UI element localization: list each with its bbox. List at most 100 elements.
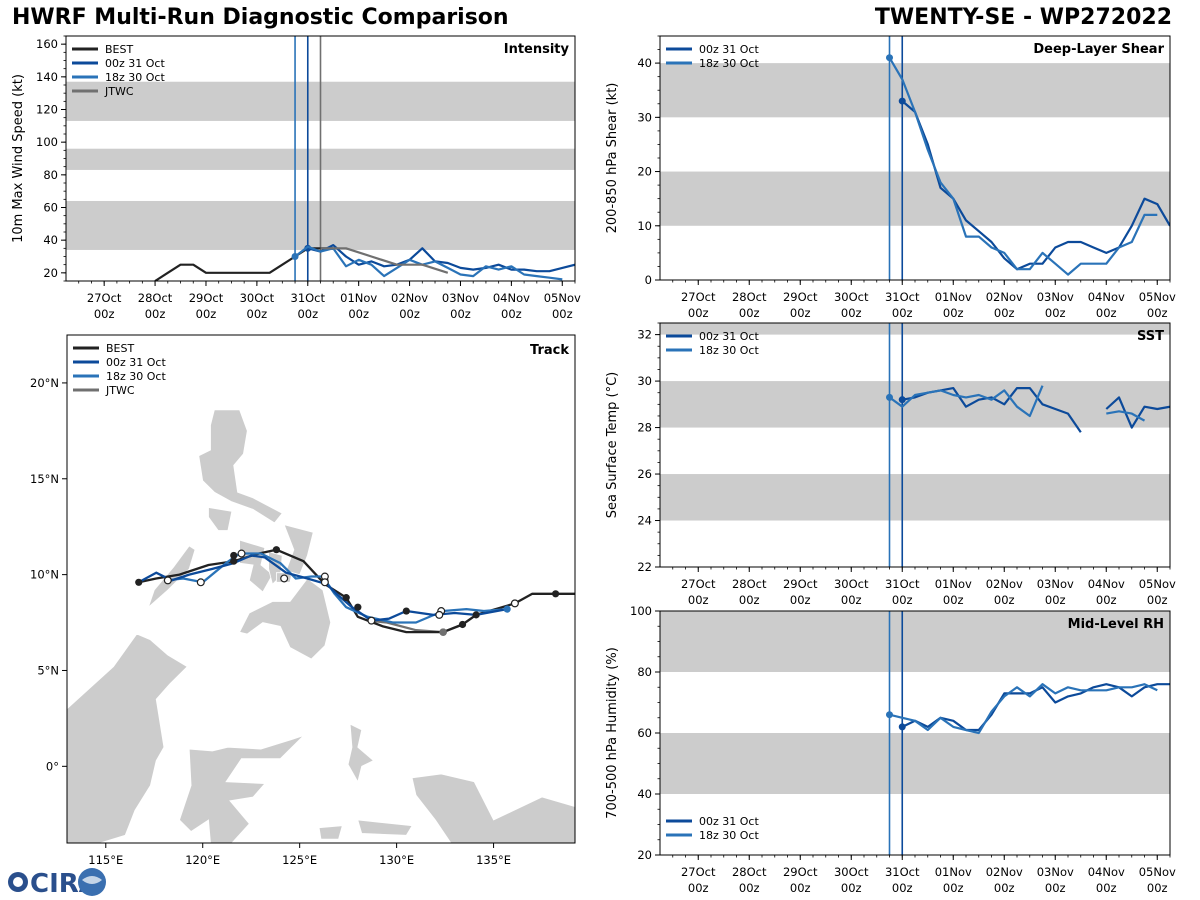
- intensity-start-point-run18z: [291, 253, 299, 260]
- sst-frame: [659, 322, 1171, 568]
- intensity-series-jtwc: [320, 247, 449, 274]
- shear-xtick-label: 01Nov: [935, 290, 972, 304]
- intensity-ytick-label: 140: [36, 70, 58, 84]
- track-ytick-label: 20°N: [30, 376, 59, 390]
- landmass-7: [239, 577, 332, 660]
- sst-ytick-label: 22: [637, 560, 652, 574]
- landmass-13: [411, 773, 575, 843]
- best-track-point: [272, 546, 281, 554]
- intensity-ytick-label: 120: [36, 103, 58, 117]
- rh-start-point-run18z: [886, 711, 893, 719]
- best-track-point: [230, 557, 238, 565]
- intensity-xtick-label: 29Oct: [189, 291, 224, 305]
- intensity-series-run18z: [294, 245, 563, 281]
- shear-start-point-run18z: [886, 54, 893, 62]
- track-line-best: [138, 548, 575, 634]
- rh-xtick-label: 01Nov: [935, 865, 972, 879]
- intensity-xtick-label: 31Oct: [291, 291, 326, 305]
- best-track-point: [135, 578, 143, 586]
- sst-xtick-label: 00z: [841, 593, 862, 607]
- rh-band-0: [660, 733, 1170, 794]
- sst-xtick-label: 00z: [1147, 593, 1168, 607]
- shear-xtick-label: 00z: [739, 306, 760, 320]
- storm-id-title: TWENTY-SE - WP272022: [874, 5, 1172, 30]
- best-track-point: [402, 607, 410, 615]
- shear-xtick-label: 00z: [841, 306, 862, 320]
- rh-xtick-label: 00z: [1147, 881, 1168, 895]
- shear-xtick-label: 00z: [892, 306, 913, 320]
- sst-start-point-run00z: [898, 396, 906, 404]
- rh-xtick-label: 00z: [841, 881, 862, 895]
- track-ytick-label: 10°N: [30, 568, 59, 582]
- intensity-ytick-label: 20: [43, 266, 58, 280]
- forecast-point: [196, 578, 205, 587]
- sst-legend-label-run00z: 00z 31 Oct: [699, 330, 759, 343]
- shear-legend-label-run00z: 00z 31 Oct: [699, 43, 759, 56]
- shear-band-1: [660, 63, 1170, 118]
- shear-xtick-label: 00z: [790, 306, 811, 320]
- sst-ytick-label: 28: [637, 421, 652, 435]
- shear-xtick-label: 00z: [994, 306, 1015, 320]
- sst-legend-label-run18z: 18z 30 Oct: [699, 344, 759, 357]
- shear-xtick-label: 00z: [688, 306, 709, 320]
- sst-xtick-label: 00z: [790, 593, 811, 607]
- intensity-xtick-label: 02Nov: [391, 291, 428, 305]
- rh-xtick-label: 02Nov: [986, 865, 1023, 879]
- shear-panel: 0 10 20 30 40 27Oct 00z 28Oct 00z 29Oct 00z 30Oct 00…: [605, 35, 1176, 320]
- shear-ytick-label: 10: [637, 219, 652, 233]
- intensity-xtick-label: 00z: [297, 307, 318, 321]
- shear-xtick-label: 00z: [1096, 306, 1117, 320]
- track-ytick-label: 0°: [46, 759, 59, 773]
- rh-xtick-label: 00z: [1045, 881, 1066, 895]
- rh-start-point-run00z: [898, 723, 906, 731]
- rh-series-run18z: [889, 683, 1158, 735]
- forecast-point: [280, 574, 289, 583]
- intensity-series-best: [154, 247, 334, 281]
- track-xtick-label: 135°E: [476, 853, 511, 867]
- shear-band-0: [660, 171, 1170, 226]
- sst-xtick-label: 00z: [739, 593, 760, 607]
- track-frame: [66, 334, 576, 844]
- intensity-xtick-label: 00z: [450, 307, 471, 321]
- shear-xtick-label: 02Nov: [986, 290, 1023, 304]
- track-title: Track: [530, 343, 569, 358]
- intensity-xtick-label: 00z: [348, 307, 369, 321]
- sst-ylabel: Sea Surface Temp (°C): [605, 372, 620, 519]
- track-legend-label-best: BEST: [106, 342, 134, 355]
- rh-ytick-label: 60: [637, 726, 652, 740]
- page-title: HWRF Multi-Run Diagnostic Comparison: [12, 5, 509, 30]
- shear-ytick-label: 30: [637, 110, 652, 124]
- rh-title: Mid-Level RH: [1068, 617, 1164, 632]
- shear-xtick-label: 31Oct: [885, 290, 920, 304]
- rh-ytick-label: 80: [637, 665, 652, 679]
- sst-xtick-label: 29Oct: [783, 577, 818, 591]
- intensity-xtick-label: 30Oct: [240, 291, 275, 305]
- track-legend-label-jtwc: JTWC: [105, 384, 135, 397]
- shear-xtick-label: 27Oct: [681, 290, 716, 304]
- shear-xtick-label: 03Nov: [1037, 290, 1074, 304]
- rh-xtick-label: 00z: [892, 881, 913, 895]
- sst-xtick-label: 02Nov: [986, 577, 1023, 591]
- sst-xtick-label: 00z: [892, 593, 913, 607]
- sst-series-run18z: [888, 385, 1146, 422]
- intensity-xtick-label: 03Nov: [442, 291, 479, 305]
- intensity-xtick-label: 00z: [247, 307, 268, 321]
- track-ytick-label: 15°N: [30, 472, 59, 486]
- rh-xtick-label: 04Nov: [1088, 865, 1125, 879]
- sst-xtick-label: 00z: [994, 593, 1015, 607]
- shear-ytick-label: 20: [637, 165, 652, 179]
- shear-xtick-label: 28Oct: [732, 290, 767, 304]
- intensity-xtick-label: 00z: [145, 307, 166, 321]
- track-ytick-label: 5°N: [37, 663, 59, 677]
- rh-xtick-label: 00z: [739, 881, 760, 895]
- intensity-xtick-label: 00z: [196, 307, 217, 321]
- track-panel: 115°E 120°E 125°E 130°E 135°E 0° 5°N 10°N 15°N 20…: [30, 334, 576, 867]
- intensity-xtick-label: 00z: [399, 307, 420, 321]
- rh-xtick-label: 00z: [688, 881, 709, 895]
- sst-xtick-label: 30Oct: [834, 577, 869, 591]
- sst-ytick-label: 26: [637, 467, 652, 481]
- run18z-start-point: [503, 605, 511, 613]
- track-legend-label-run18z: 18z 30 Oct: [106, 370, 166, 383]
- rh-xtick-label: 31Oct: [885, 865, 920, 879]
